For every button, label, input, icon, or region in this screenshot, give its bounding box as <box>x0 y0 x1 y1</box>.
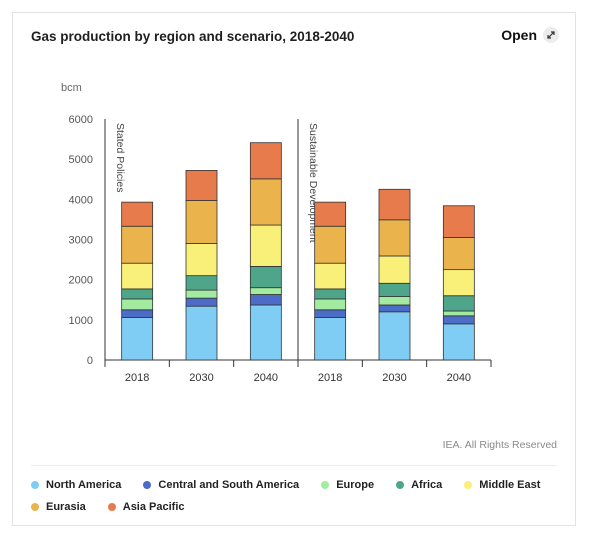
legend-swatch <box>464 481 472 489</box>
legend-item[interactable]: Asia Pacific <box>108 501 185 513</box>
legend-label: Africa <box>411 479 442 491</box>
bar-segment <box>186 201 217 244</box>
bar-segment <box>186 298 217 306</box>
legend-swatch <box>31 503 39 511</box>
bar-segment <box>250 295 281 305</box>
bar-segment <box>315 263 346 289</box>
bar-segment <box>186 290 217 298</box>
legend-swatch <box>143 481 151 489</box>
bar-segment <box>443 270 474 296</box>
bar-segment <box>122 310 153 318</box>
legend-label: Asia Pacific <box>123 501 185 513</box>
legend-item[interactable]: North America <box>31 479 121 491</box>
bar-segment <box>379 297 410 305</box>
bar-segment <box>379 189 410 220</box>
bar-segment <box>250 305 281 360</box>
x-tick-label: 2040 <box>447 372 471 384</box>
bar-segment <box>250 143 281 179</box>
legend-item[interactable]: Europe <box>321 479 374 491</box>
x-tick-label: 2030 <box>382 372 406 384</box>
bar-segment <box>122 317 153 360</box>
legend-label: Eurasia <box>46 501 86 513</box>
legend-swatch <box>396 481 404 489</box>
y-tick-label: 3000 <box>69 235 93 247</box>
x-tick-label: 2018 <box>125 372 149 384</box>
bar-segment <box>443 316 474 324</box>
y-tick-label: 2000 <box>69 275 93 287</box>
x-tick-label: 2018 <box>318 372 342 384</box>
bar-segment <box>315 289 346 299</box>
bar-segment <box>315 299 346 310</box>
bar-segment <box>315 202 346 226</box>
bar-segment <box>379 220 410 256</box>
y-tick-label: 0 <box>87 355 93 367</box>
bar-segment <box>315 226 346 263</box>
x-tick-label: 2040 <box>254 372 278 384</box>
bar-segment <box>250 179 281 225</box>
legend-label: North America <box>46 479 121 491</box>
legend-label: Middle East <box>479 479 540 491</box>
bar-segment <box>379 283 410 296</box>
bar-segment <box>443 324 474 360</box>
y-axis-label: bcm <box>61 82 82 94</box>
y-tick-label: 5000 <box>69 154 93 166</box>
bar-segment <box>186 244 217 276</box>
chart-card: Gas production by region and scenario, 2… <box>12 12 576 526</box>
bar-segment <box>122 263 153 289</box>
bar-segment <box>250 288 281 295</box>
bar-segment <box>122 226 153 263</box>
bar-segment <box>379 312 410 360</box>
bar-segment <box>443 206 474 238</box>
legend-item[interactable]: Central and South America <box>143 479 299 491</box>
y-tick-label: 4000 <box>69 194 93 206</box>
legend-item[interactable]: Eurasia <box>31 501 86 513</box>
bar-segment <box>186 276 217 290</box>
credit-text: IEA. All Rights Reserved <box>443 439 557 451</box>
bar-segment <box>122 289 153 299</box>
bar-segment <box>315 317 346 360</box>
legend-item[interactable]: Middle East <box>464 479 540 491</box>
y-tick-label: 6000 <box>69 114 93 126</box>
bar-segment <box>315 310 346 318</box>
legend: North America Central and South America Eu… <box>31 479 551 513</box>
bar-segment <box>122 202 153 226</box>
bar-segment <box>443 296 474 311</box>
bar-segment <box>443 311 474 316</box>
bar-segment <box>250 225 281 266</box>
legend-swatch <box>31 481 39 489</box>
legend-divider <box>31 465 557 466</box>
chart-plot: bcm 0 1000 2000 3000 4000 5000 6000 Stated Polic… <box>13 13 577 433</box>
legend-swatch <box>321 481 329 489</box>
bar-segment <box>122 299 153 310</box>
bar-segment <box>443 237 474 269</box>
scenario-label: Stated Policies <box>114 123 126 192</box>
legend-item[interactable]: Africa <box>396 479 442 491</box>
y-tick-label: 1000 <box>69 315 93 327</box>
legend-swatch <box>108 503 116 511</box>
bar-segment <box>250 266 281 287</box>
x-tick-label: 2030 <box>189 372 213 384</box>
bar-segment <box>379 256 410 283</box>
bar-segment <box>379 305 410 312</box>
legend-label: Central and South America <box>158 479 299 491</box>
bar-segment <box>186 306 217 360</box>
bar-segment <box>186 170 217 200</box>
legend-label: Europe <box>336 479 374 491</box>
